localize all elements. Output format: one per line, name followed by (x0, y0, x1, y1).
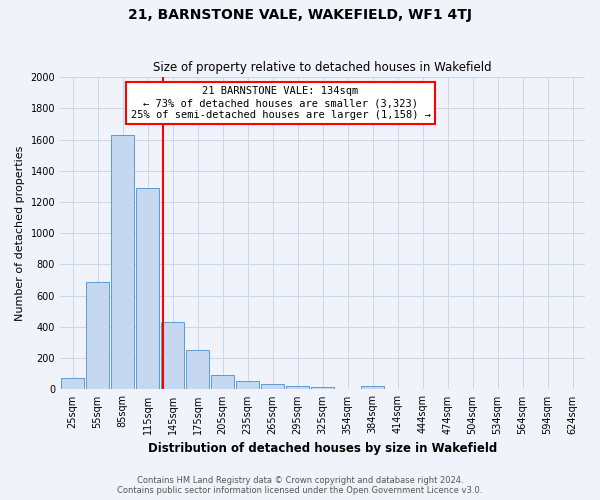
Bar (86, 282, 109, 390)
Bar (161, 322, 184, 390)
Bar (236, 381, 259, 390)
Bar (361, 386, 385, 390)
Bar (286, 386, 310, 390)
X-axis label: Distribution of detached houses by size in Wakefield: Distribution of detached houses by size … (148, 442, 497, 455)
Bar (136, 188, 160, 390)
Bar (311, 387, 334, 390)
Y-axis label: Number of detached properties: Number of detached properties (15, 146, 25, 321)
Text: Contains HM Land Registry data © Crown copyright and database right 2024.
Contai: Contains HM Land Registry data © Crown c… (118, 476, 482, 495)
Title: Size of property relative to detached houses in Wakefield: Size of property relative to detached ho… (153, 62, 492, 74)
Text: 21 BARNSTONE VALE: 134sqm
← 73% of detached houses are smaller (3,323)
25% of se: 21 BARNSTONE VALE: 134sqm ← 73% of detac… (131, 86, 431, 120)
Bar (185, 350, 209, 390)
Bar (211, 374, 235, 390)
Bar (61, 378, 85, 390)
Bar (110, 135, 134, 390)
Text: 21, BARNSTONE VALE, WAKEFIELD, WF1 4TJ: 21, BARNSTONE VALE, WAKEFIELD, WF1 4TJ (128, 8, 472, 22)
Bar (260, 384, 284, 390)
